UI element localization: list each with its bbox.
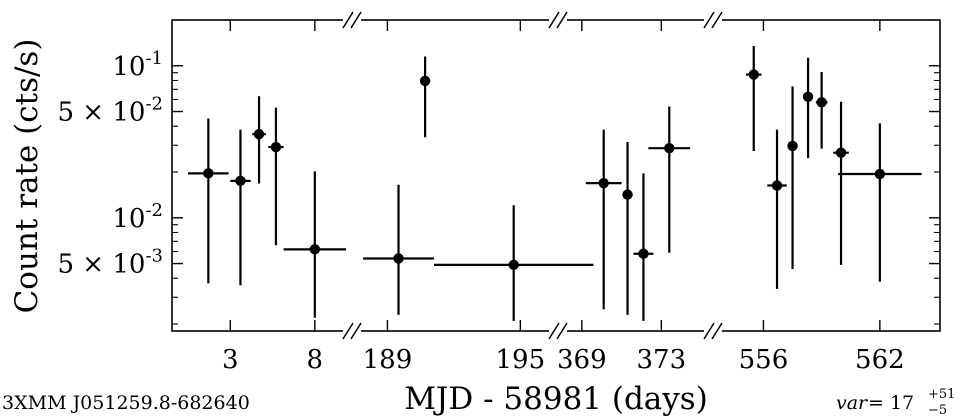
var-lower-error: −5 [928,403,947,418]
data-point [767,129,787,290]
var-upper-error: +51 [928,387,955,402]
data-marker [270,141,282,153]
axis-break-gap [343,17,361,23]
axis-break-mark [350,322,362,340]
data-point [188,118,229,284]
data-point [268,107,284,246]
data-marker [874,168,886,180]
axis-break-gap [704,17,722,23]
axis-break-gap [549,17,567,23]
data-marker [771,180,783,191]
x-axis-label: MJD - 58981 (days) [404,381,708,417]
axis-break-mark [548,11,560,29]
data-marker [748,69,759,80]
source-name-annotation: 3XMM J051259.8-682640 [2,392,250,414]
axis-break-mark [342,322,354,340]
data-point [419,56,431,138]
data-point [648,106,691,253]
data-marker [816,97,827,108]
axis-break-mark [350,11,362,29]
data-point [802,57,814,159]
data-marker [622,189,633,200]
data-point [622,142,633,315]
data-marker [598,177,609,189]
data-point [283,171,347,318]
data-marker [508,259,519,271]
y-axis-label: Count rate (cts/s) [9,39,45,314]
variability-annotation: var = 17 +51 −5 [836,387,955,418]
xtick-label: 369 [557,345,607,375]
var-label: var [836,392,869,414]
data-marker [664,142,675,154]
axis-break-mark [711,322,723,340]
data-point [633,173,654,321]
data-point [745,45,762,151]
data-point [815,71,828,149]
xtick-label: 195 [496,345,546,375]
data-point [838,123,922,282]
ytick-label: 10-1 [112,48,163,82]
data-marker [235,175,246,187]
axis-break-gap [549,328,567,334]
data-marker [253,128,265,140]
data-marker [419,75,431,87]
data-marker [787,140,798,152]
data-marker [309,244,321,255]
var-value: = 17 [868,392,914,414]
data-marker [802,91,814,102]
axis-break-gap [343,328,361,334]
ytick-label: 5 × 10-2 [58,94,164,128]
xtick-label: 3 [222,345,239,375]
data-marker [393,253,404,264]
data-point [433,205,594,321]
data-point [363,184,434,315]
axis-break-mark [703,11,715,29]
data-point [230,129,251,286]
axis-break-mark [703,322,715,340]
axis-break-mark [548,322,560,340]
data-point [787,86,798,270]
plot-frame [171,19,941,332]
data-point [252,96,266,184]
axis-break-mark [556,11,568,29]
xtick-label: 8 [307,345,324,375]
axis-break-gap [704,328,722,334]
xtick-label: 556 [739,345,789,375]
xtick-label: 562 [855,345,905,375]
xtick-label: 373 [637,345,687,375]
data-point [833,101,849,265]
xtick-label: 189 [363,345,413,375]
data-marker [835,147,847,158]
data-marker [203,168,214,179]
ytick-label: 5 × 10-3 [58,246,164,280]
axis-break-mark [342,11,354,29]
axis-break-mark [556,322,568,340]
axis-break-mark [711,11,723,29]
data-marker [638,248,649,259]
ytick-label: 10-2 [112,200,163,234]
data-point [585,129,622,310]
